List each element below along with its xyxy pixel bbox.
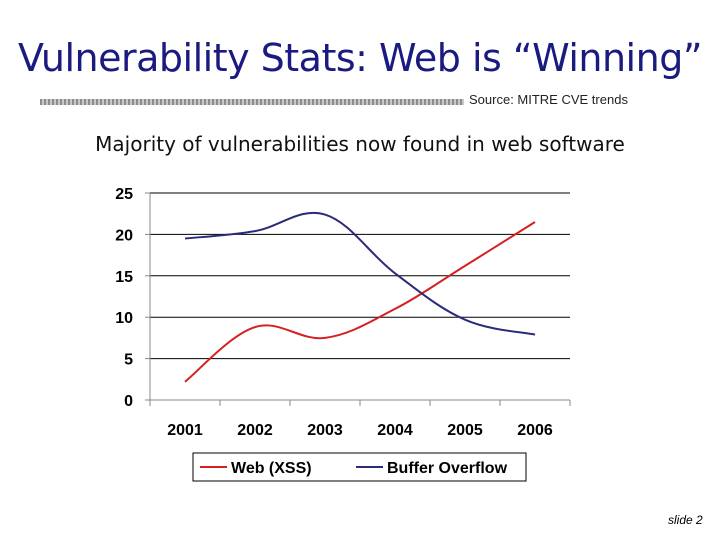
x-tick-label: 2006: [517, 422, 553, 439]
y-tick-label: 5: [124, 352, 133, 369]
source-note: Source: MITRE CVE trends: [469, 92, 628, 107]
legend-label: Buffer Overflow: [387, 460, 508, 477]
title-divider: [40, 99, 464, 105]
slide-title: Vulnerability Stats: Web is “Winning”: [17, 36, 703, 80]
y-tick-label: 10: [115, 310, 133, 327]
y-tick-label: 20: [115, 227, 133, 244]
x-tick-label: 2005: [447, 422, 483, 439]
x-tick-label: 2004: [377, 422, 413, 439]
series-line-web-xss: [184, 221, 536, 383]
y-tick-label: 15: [115, 269, 133, 286]
x-tick-label: 2001: [167, 422, 203, 439]
y-tick-label: 25: [115, 186, 133, 203]
series-line-buffer-overflow: [184, 211, 536, 336]
x-tick-label: 2003: [307, 422, 343, 439]
slide-number: slide 2: [668, 513, 703, 527]
legend-label: Web (XSS): [231, 460, 312, 477]
y-tick-label: 0: [124, 393, 133, 410]
slide-subtitle: Majority of vulnerabilities now found in…: [95, 132, 625, 156]
x-tick-label: 2002: [237, 422, 273, 439]
